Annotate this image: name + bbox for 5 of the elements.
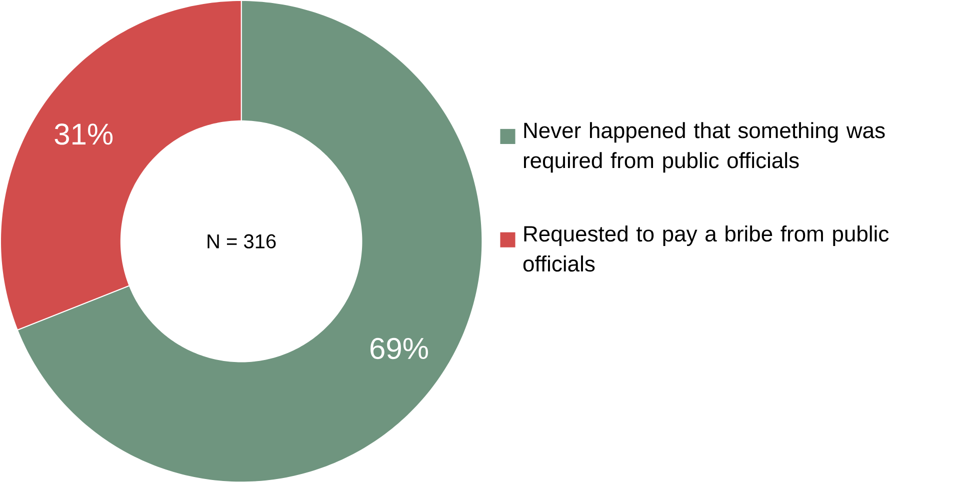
data-label: 69% xyxy=(370,338,428,360)
text: N = 316 xyxy=(208,234,276,249)
legend-label: Never happened that something was required from public officials xyxy=(524,122,885,173)
legend-label: Requested to pay a bribe from public officials xyxy=(523,226,889,272)
data-label: 31% xyxy=(54,124,113,145)
